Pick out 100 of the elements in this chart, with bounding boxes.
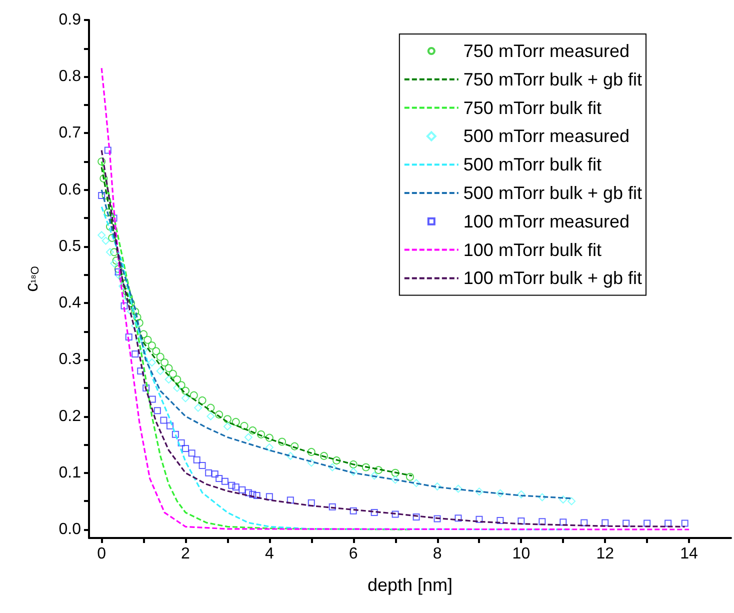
x-tick-label: 14 [680,546,698,562]
legend-label: 100 mTorr bulk + gb fit [463,268,642,288]
point [110,259,118,268]
point [328,503,336,510]
point [102,236,110,245]
point [681,520,688,527]
y-tick-label: 0.9 [58,12,82,28]
point [307,458,316,467]
line-series [100,166,413,477]
point [518,518,525,525]
point [232,484,240,491]
legend-label: 750 mTorr bulk + gb fit [463,69,642,90]
point [265,434,274,442]
point [160,416,168,424]
legend-label: 500 mTorr measured [463,126,630,146]
point [112,256,120,265]
x-tick-label: 8 [432,546,442,562]
point [228,482,236,489]
point [104,146,112,154]
point [362,463,370,472]
y-tick-label: 0.8 [58,68,82,86]
point [370,509,378,516]
point [560,518,567,526]
point [391,468,400,477]
point [249,490,256,498]
x-axis-title: depth [nm] [367,575,453,595]
point [370,472,378,480]
point [100,174,108,183]
point [406,472,414,481]
legend-label: 750 mTorr bulk fit [463,98,602,118]
point [156,366,164,375]
point [198,396,206,404]
point [538,518,546,526]
point [517,490,526,498]
point [198,462,206,470]
point [622,520,630,527]
point [125,334,132,341]
point [496,489,504,498]
point [223,415,232,424]
line-series [100,67,690,530]
point [265,443,274,452]
point [290,442,299,450]
point [240,422,248,430]
point [182,386,190,395]
point [206,412,215,420]
legend-label: 500 mTorr bulk + gb fit [463,183,642,203]
point [238,486,246,494]
point [580,519,588,526]
point [248,426,257,434]
point [114,270,122,279]
point [215,410,224,419]
point [98,158,106,166]
y-tick-label: 0.2 [58,408,82,425]
line-series [100,160,413,530]
y-tick-label: 0.6 [58,181,82,198]
point [320,452,328,460]
point [412,514,420,521]
point [496,516,504,524]
point [244,489,252,496]
point [266,493,273,500]
y-tick-label: 0.5 [58,238,82,255]
point [164,364,173,372]
point [154,407,161,414]
point [602,519,609,526]
point [349,468,358,476]
point [182,445,190,452]
point [205,469,212,476]
x-tick-label: 2 [181,546,190,562]
point [144,336,152,344]
point [434,515,441,522]
point [257,430,266,438]
legend-label: 750 mTorr measured [463,41,630,61]
x-tick-label: 6 [348,546,358,562]
point [194,404,202,412]
point [644,520,651,527]
point [244,433,252,442]
point [98,192,106,199]
point [148,342,156,350]
point [190,391,198,400]
point [206,404,215,412]
point [374,466,383,474]
y-tick-label: 0.3 [58,351,82,368]
point [148,358,156,367]
point [412,479,420,488]
y-axis-title: c¹⁸O [22,266,42,292]
point [308,499,315,506]
point [253,492,260,500]
point [664,520,672,527]
point [538,493,546,502]
point [110,248,118,256]
point [173,375,182,384]
point [307,448,316,456]
point [118,282,127,290]
y-tick-label: 0.1 [58,464,82,482]
point [133,313,142,322]
point [433,482,442,490]
x-tick-label: 12 [596,546,614,562]
point [177,381,186,390]
point [332,456,341,464]
point [475,488,484,496]
